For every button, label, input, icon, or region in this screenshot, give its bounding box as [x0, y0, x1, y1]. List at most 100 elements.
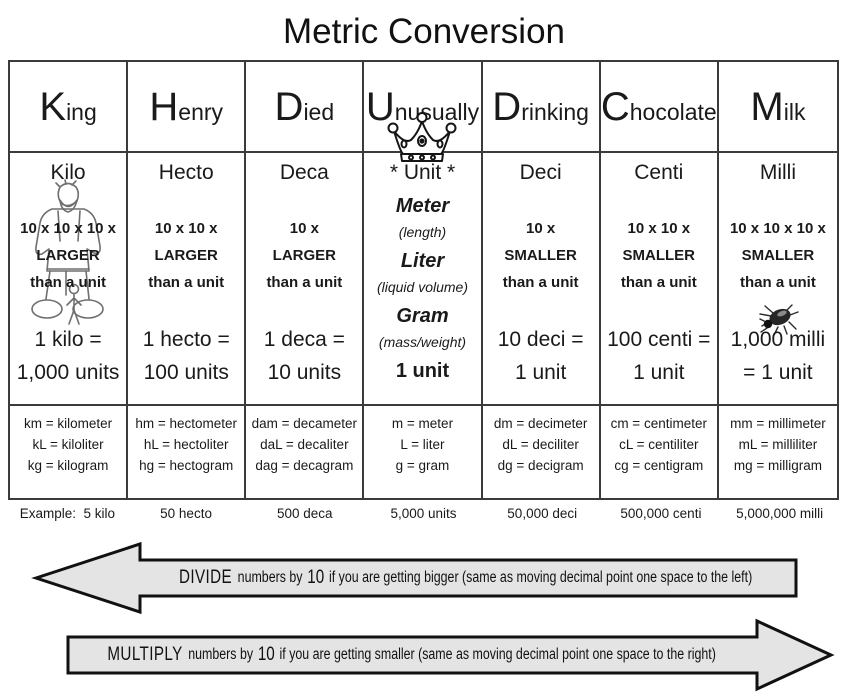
equiv-line: 1 hecto = [142, 328, 230, 351]
example-value: 50,000 deci [507, 506, 578, 521]
bug-icon [759, 304, 799, 336]
prefix-label: Milli [759, 161, 796, 184]
mnemonic-cell-milk: Milk [718, 62, 837, 153]
example-deci: 50,000 deci [483, 503, 602, 521]
equiv-line: 10 units [267, 361, 342, 384]
example-kilo: Example: 5 kilo [8, 503, 127, 521]
mnemonic-initial: D [274, 84, 304, 129]
example-value: 500 deca [277, 506, 333, 521]
factor-line: 10 x [289, 220, 319, 237]
mnemonic-word: Chocolate [601, 87, 717, 127]
mnemonic-word: Drinking [492, 87, 589, 127]
example-value: 500,000 centi [620, 506, 702, 521]
unit-name: Meter [395, 195, 450, 217]
deca-abbreviations: dam = decameter daL = decaliter dag = de… [246, 406, 365, 498]
compare-line: than a unit [148, 274, 225, 291]
abbreviation-line: cL = centiliter [619, 437, 699, 452]
scale-text: 10 x LARGER than a unit [246, 215, 362, 296]
arrow-number: 10 [307, 567, 325, 588]
compare-line: than a unit [620, 274, 697, 291]
prefix-label: Kilo [50, 161, 86, 184]
equiv-line: 1 kilo = [34, 328, 102, 351]
mnemonic-word: Unusually [366, 87, 479, 127]
example-label: Example: [19, 506, 76, 521]
abbreviation-line: mg = milligram [733, 458, 822, 473]
compare-line: than a unit [740, 274, 816, 291]
prefix-label: Deci [519, 161, 562, 184]
example-milli: 5,000,000 milli [720, 503, 839, 521]
mnemonic-rest: nusually [394, 98, 480, 125]
mnemonic-cell-king: King [10, 62, 129, 153]
mnemonic-rest: enry [178, 98, 224, 125]
equivalence-text: 100 centi = 1 unit [601, 323, 717, 389]
kilo-abbreviations: km = kilometer kL = kiloliter kg = kilog… [10, 406, 129, 498]
arrow-text-segment: numbers by [237, 569, 303, 586]
conversion-table: King Henry Died Unusually Drinking Choco… [8, 60, 839, 500]
scale-text: 10 x 10 x SMALLER than a unit [601, 215, 717, 296]
mnemonic-rest: ing [66, 98, 97, 125]
divide-arrow: DIVIDE numbers by 10 if you are getting … [30, 540, 805, 616]
compare-line: than a unit [502, 274, 579, 291]
centi-cell: Centi 10 x 10 x SMALLER than a unit 100 … [600, 153, 719, 406]
equiv-line: 1 unit [514, 361, 567, 384]
mnemonic-cell-unusually: Unusually [364, 62, 483, 162]
abbreviation-line: dm = decimeter [493, 416, 588, 431]
example-value: 50 hecto [160, 506, 212, 521]
equiv-line: = 1 unit [743, 361, 813, 384]
factor-line: 10 x 10 x 10 x [729, 220, 826, 237]
abbreviation-line: m = meter [391, 416, 454, 431]
factor-line: 10 x 10 x [154, 220, 218, 237]
page-title: Metric Conversion [282, 12, 566, 51]
prefix-label: Centi [634, 161, 684, 184]
arrow-text-segment: numbers by [188, 646, 254, 663]
arrow-text-segment: if you are getting bigger (same as movin… [328, 569, 753, 586]
abbreviation-line: hg = hectogram [139, 458, 234, 473]
size-line: SMALLER [741, 247, 815, 264]
equivalence-text: 1,000 milli = 1 unit [719, 323, 837, 389]
mnemonic-initial: K [39, 84, 67, 129]
unit-measure: (liquid volume) [376, 279, 469, 295]
example-centi: 500,000 centi [602, 503, 721, 521]
abbreviation-line: L = liter [400, 437, 445, 452]
example-value: 5,000 units [390, 506, 457, 521]
equivalence-text: 1 hecto = 100 units [128, 323, 244, 389]
deci-cell: Deci 10 x SMALLER than a unit 10 deci = … [482, 153, 601, 406]
arrow-number: 10 [257, 644, 275, 665]
milli-abbreviations: mm = millimeter mL = milliliter mg = mil… [719, 406, 837, 498]
scale-text: 10 x 10 x 10 x LARGER than a unit [10, 215, 126, 296]
mnemonic-word: Died [275, 87, 335, 127]
mnemonic-cell-chocolate: Chocolate [600, 62, 719, 153]
abbreviation-line: km = kilometer [23, 416, 113, 431]
size-line: LARGER [154, 247, 218, 264]
scale-text: 10 x SMALLER than a unit [483, 215, 599, 296]
left-arrow-icon [31, 541, 798, 615]
example-value: 5 kilo [83, 506, 115, 521]
unit-name: Gram [396, 305, 449, 327]
arrow-text-segment: if you are getting smaller (same as movi… [279, 646, 716, 663]
abbreviation-line: dag = decagram [255, 458, 354, 473]
scale-text: 10 x 10 x LARGER than a unit [128, 215, 244, 296]
abbreviation-line: cg = centigram [614, 458, 704, 473]
equiv-line: 100 units [143, 361, 229, 384]
equiv-line: 10 deci = [497, 328, 584, 351]
mnemonic-cell-drinking: Drinking [482, 62, 601, 153]
prefix-label: Hecto [158, 161, 214, 184]
multiply-arrow: MULTIPLY numbers by 10 if you are gettin… [60, 615, 840, 693]
example-deca: 500 deca [245, 503, 364, 521]
giant-icon [31, 179, 104, 325]
abbreviation-line: kL = kiloliter [32, 437, 104, 452]
arrow-verb: MULTIPLY [107, 644, 183, 665]
example-hecto: 50 hecto [127, 503, 246, 521]
mnemonic-initial: U [365, 84, 395, 129]
abbreviation-line: hm = hectometer [135, 416, 238, 431]
abbreviation-line: dg = decigram [497, 458, 584, 473]
mnemonic-rest: ilk [783, 98, 806, 125]
unit-cell: * Unit * Meter (length) Liter (liquid vo… [364, 153, 483, 406]
deci-abbreviations: dm = decimeter dL = deciliter dg = decig… [483, 406, 601, 498]
size-line: SMALLER [504, 247, 577, 264]
mnemonic-rest: hocolate [629, 98, 717, 125]
crown-icon [387, 112, 457, 162]
mnemonic-initial: H [149, 84, 179, 129]
size-line: LARGER [272, 247, 337, 264]
